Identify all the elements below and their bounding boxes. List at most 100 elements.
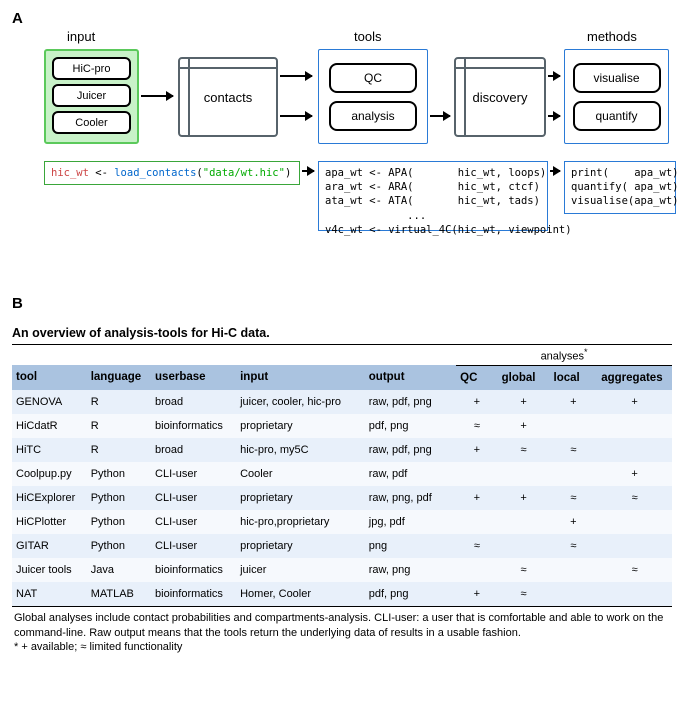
table-cell: + bbox=[456, 438, 498, 462]
table-cell: Coolpup.py bbox=[12, 462, 87, 486]
table-cell bbox=[597, 582, 672, 606]
table-cell: + bbox=[456, 582, 498, 606]
col-aggregates: aggregates bbox=[597, 365, 672, 390]
table-cell: GITAR bbox=[12, 534, 87, 558]
table-cell bbox=[498, 462, 550, 486]
table-wrap: analyses* tool language userbase input o… bbox=[12, 344, 672, 607]
table-cell bbox=[550, 582, 598, 606]
col-output: output bbox=[365, 365, 456, 390]
code-input: hic_wt <- load_contacts("data/wt.hic") bbox=[44, 161, 300, 185]
table-cell bbox=[597, 510, 672, 534]
input-group: HiC-pro Juicer Cooler bbox=[44, 49, 139, 144]
table-cell: ≈ bbox=[498, 438, 550, 462]
table-cell bbox=[498, 534, 550, 558]
table-cell bbox=[597, 534, 672, 558]
table-cell: GENOVA bbox=[12, 390, 87, 414]
table-cell: ≈ bbox=[550, 438, 598, 462]
table-cell: HiCExplorer bbox=[12, 486, 87, 510]
table-row: HiCExplorerPythonCLI-userproprietaryraw,… bbox=[12, 486, 672, 510]
table-cell: juicer, cooler, hic-pro bbox=[236, 390, 365, 414]
table-cell: Python bbox=[87, 510, 151, 534]
col-qc: QC bbox=[456, 365, 498, 390]
arrow-4a bbox=[548, 75, 560, 77]
panel-b-label: B bbox=[12, 295, 672, 312]
table-cell: HiTC bbox=[12, 438, 87, 462]
table-cell: Java bbox=[87, 558, 151, 582]
table-cell: + bbox=[456, 486, 498, 510]
table-cell: + bbox=[597, 462, 672, 486]
table-cell bbox=[550, 414, 598, 438]
table-cell: pdf, png bbox=[365, 582, 456, 606]
table-cell: jpg, pdf bbox=[365, 510, 456, 534]
table-cell: HiCdatR bbox=[12, 414, 87, 438]
table-cell: CLI-user bbox=[151, 486, 236, 510]
table-row: HiCPlotterPythonCLI-userhic-pro,propriet… bbox=[12, 510, 672, 534]
table-cell: + bbox=[597, 390, 672, 414]
arrow-1 bbox=[141, 95, 173, 97]
table-cell bbox=[550, 558, 598, 582]
heading-tools: tools bbox=[354, 29, 381, 44]
table-row: NATMATLABbioinformaticsHomer, Coolerpdf,… bbox=[12, 582, 672, 606]
table-cell bbox=[456, 558, 498, 582]
table-row: Coolpup.pyPythonCLI-userCoolerraw, pdf+ bbox=[12, 462, 672, 486]
table-cell: ≈ bbox=[456, 534, 498, 558]
code-tools: apa_wt <- APA( hic_wt, loops) ara_wt <- … bbox=[318, 161, 548, 231]
table-cell: juicer bbox=[236, 558, 365, 582]
panel-a: A input tools methods HiC-pro Juicer Coo… bbox=[12, 10, 672, 270]
table-row: HiTCRbroadhic-pro, my5Craw, pdf, png+≈≈ bbox=[12, 438, 672, 462]
table-cell: Juicer tools bbox=[12, 558, 87, 582]
table-cell: + bbox=[498, 486, 550, 510]
table-cell: R bbox=[87, 390, 151, 414]
contacts-box: contacts bbox=[178, 57, 278, 137]
table-cell bbox=[550, 462, 598, 486]
table-cell: bioinformatics bbox=[151, 414, 236, 438]
table-cell: hic-pro, my5C bbox=[236, 438, 365, 462]
arrow-2a bbox=[280, 75, 312, 77]
table-cell: png bbox=[365, 534, 456, 558]
table-cell: + bbox=[456, 390, 498, 414]
table-cell: raw, png, pdf bbox=[365, 486, 456, 510]
table-cell: proprietary bbox=[236, 414, 365, 438]
table-cell: MATLAB bbox=[87, 582, 151, 606]
table-cell: raw, pdf, png bbox=[365, 438, 456, 462]
arrow-4b bbox=[548, 115, 560, 117]
table-body: GENOVARbroadjuicer, cooler, hic-proraw, … bbox=[12, 390, 672, 606]
table-cell: raw, pdf, png bbox=[365, 390, 456, 414]
table-cell: ≈ bbox=[498, 582, 550, 606]
table-row: GENOVARbroadjuicer, cooler, hic-proraw, … bbox=[12, 390, 672, 414]
table-cell: Cooler bbox=[236, 462, 365, 486]
table-cell: hic-pro,proprietary bbox=[236, 510, 365, 534]
table-cell: ≈ bbox=[550, 486, 598, 510]
table-cell bbox=[456, 462, 498, 486]
arrow-2b bbox=[280, 115, 312, 117]
analyses-note: * bbox=[584, 347, 588, 357]
table-cell: CLI-user bbox=[151, 534, 236, 558]
arrow-3 bbox=[430, 115, 450, 117]
table-cell bbox=[456, 510, 498, 534]
table-cell: ≈ bbox=[498, 558, 550, 582]
input-cooler: Cooler bbox=[52, 111, 131, 134]
tool-qc: QC bbox=[329, 63, 417, 93]
table-cell: raw, pdf bbox=[365, 462, 456, 486]
table-cell: Python bbox=[87, 462, 151, 486]
col-userbase: userbase bbox=[151, 365, 236, 390]
input-juicer: Juicer bbox=[52, 84, 131, 107]
methods-group: visualise quantify bbox=[564, 49, 669, 144]
table-cell: ≈ bbox=[597, 558, 672, 582]
table-cell: ≈ bbox=[550, 534, 598, 558]
analyses-text: analyses bbox=[541, 351, 584, 363]
panel-b: B An overview of analysis-tools for Hi-C… bbox=[12, 295, 672, 655]
table-header-row: tool language userbase input output QC g… bbox=[12, 365, 672, 390]
col-language: language bbox=[87, 365, 151, 390]
table-cell: raw, png bbox=[365, 558, 456, 582]
table-title: An overview of analysis-tools for Hi-C d… bbox=[12, 326, 672, 340]
discovery-label: discovery bbox=[473, 90, 528, 105]
table-cell: bioinformatics bbox=[151, 582, 236, 606]
table-cell: ≈ bbox=[597, 486, 672, 510]
col-global: global bbox=[498, 365, 550, 390]
method-visualise: visualise bbox=[573, 63, 661, 93]
panel-a-diagram: input tools methods HiC-pro Juicer Coole… bbox=[12, 27, 672, 222]
table-cell: + bbox=[498, 414, 550, 438]
tools-group: QC analysis bbox=[318, 49, 428, 144]
table-cell: pdf, png bbox=[365, 414, 456, 438]
